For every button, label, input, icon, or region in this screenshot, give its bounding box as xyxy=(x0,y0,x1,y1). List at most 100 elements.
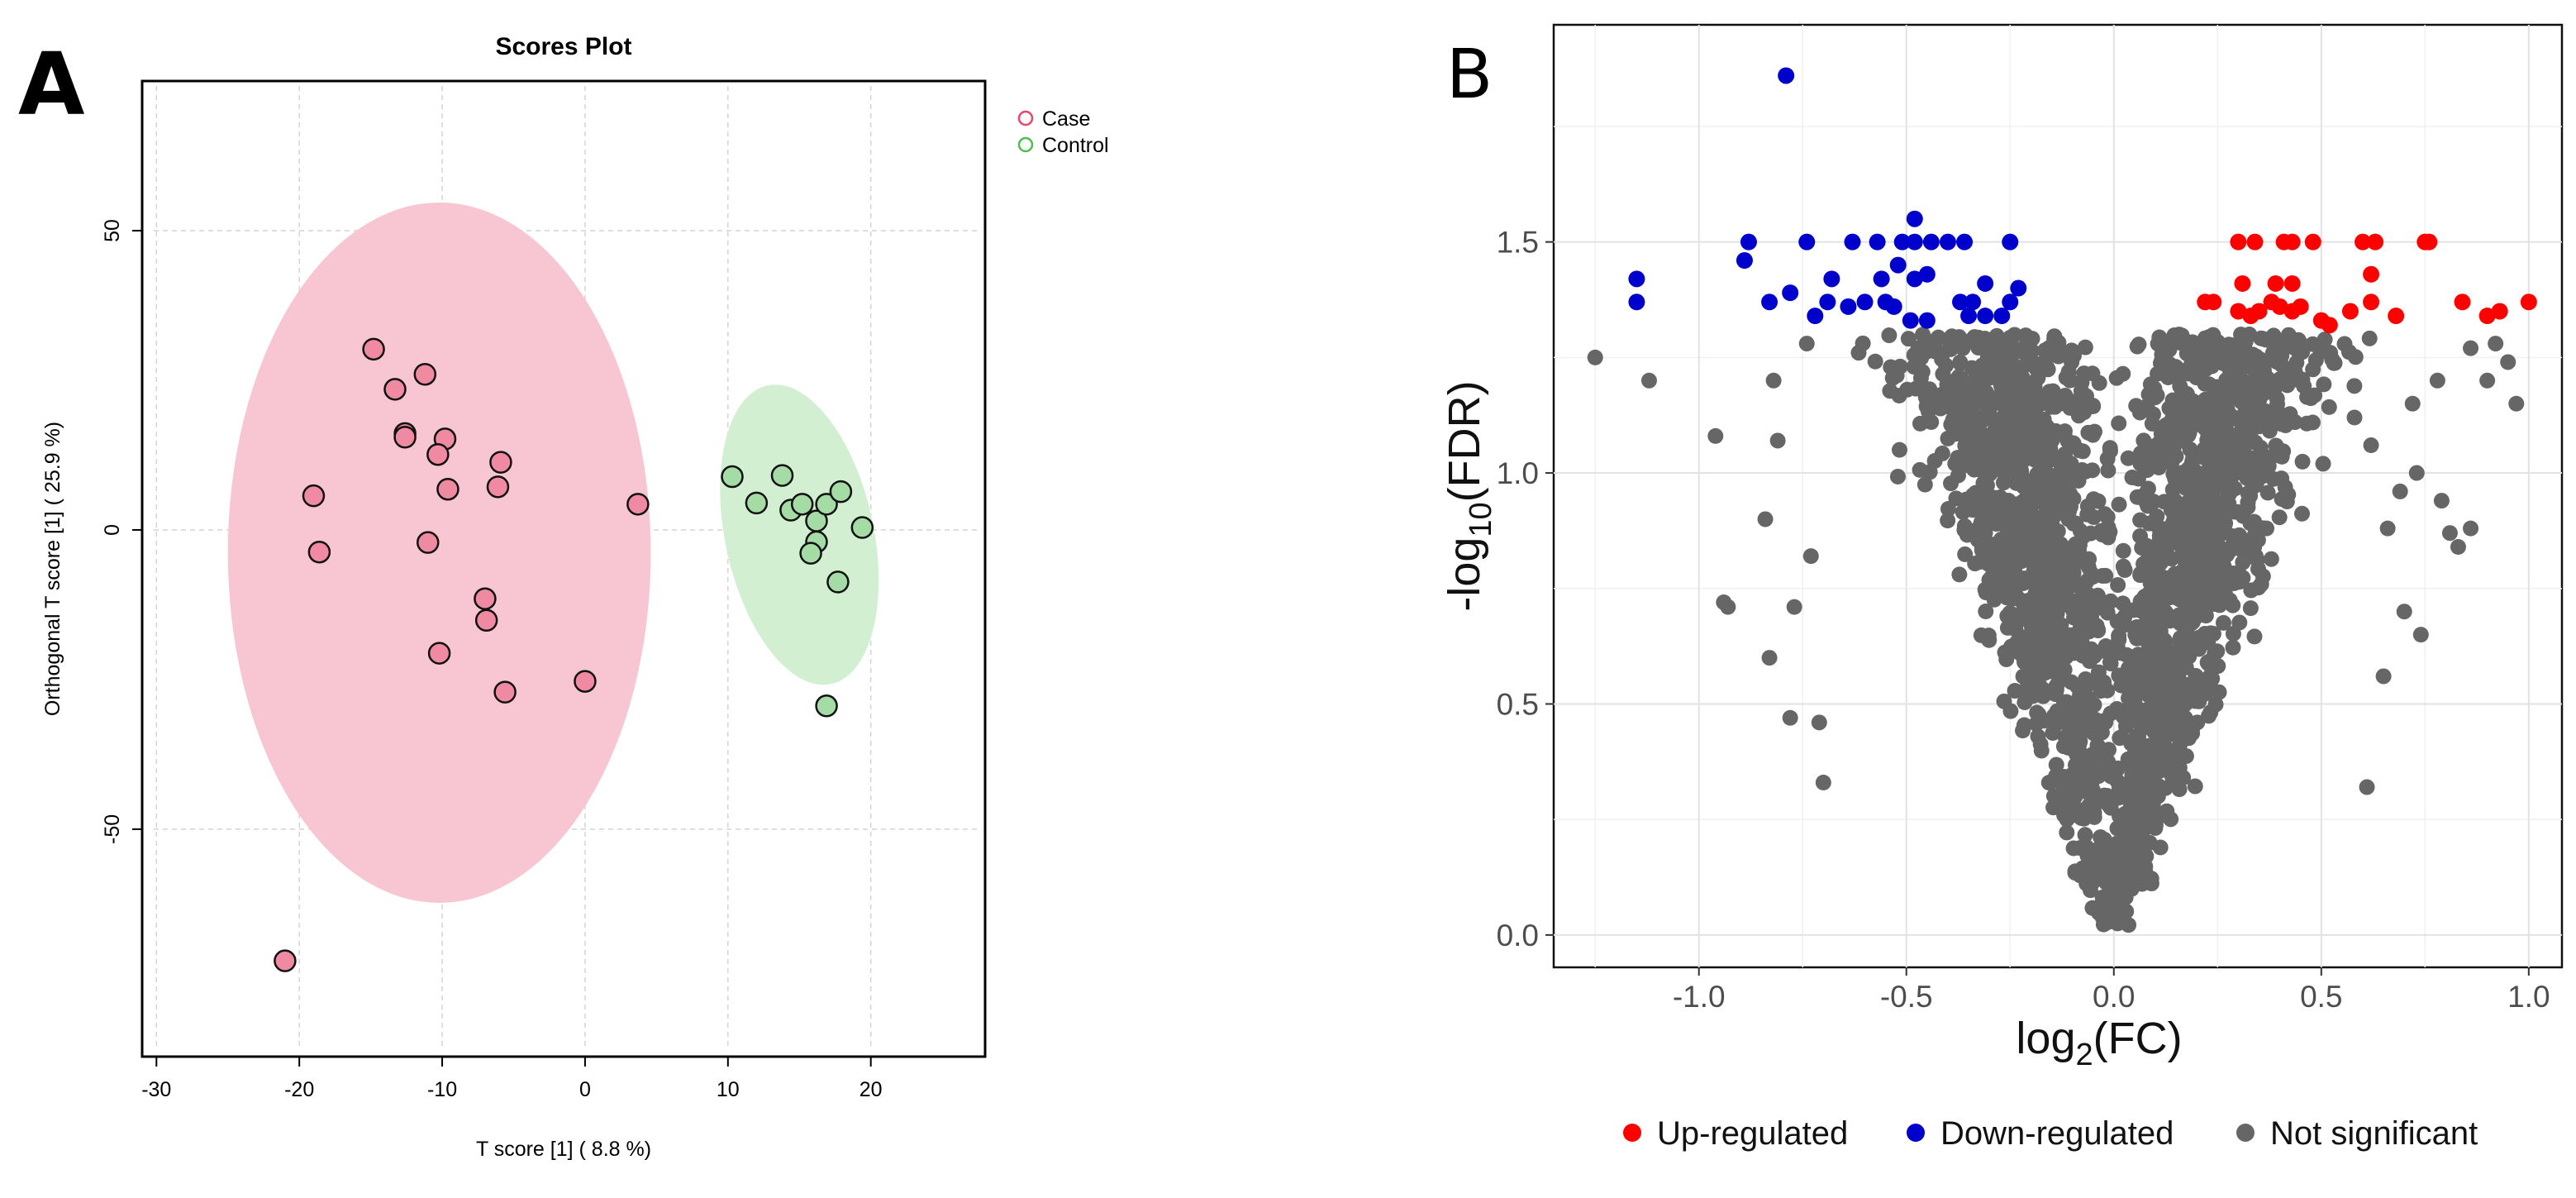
volcano-point-not-significant xyxy=(2200,634,2217,651)
volcano-point-not-significant xyxy=(1889,468,1906,484)
volcano-point-not-significant xyxy=(2277,479,2293,495)
volcano-point-not-significant xyxy=(2321,399,2337,415)
legend-control-label: Control xyxy=(1042,134,1109,157)
x-tick-label: 1.0 xyxy=(2507,980,2550,1014)
volcano-point-not-significant xyxy=(2070,625,2087,642)
volcano-point-not-significant xyxy=(2065,394,2082,410)
volcano-point-down-regulated xyxy=(1869,233,1886,251)
volcano-point-not-significant xyxy=(2090,664,2107,680)
volcano-point-not-significant xyxy=(1882,383,1898,399)
scores-point-case xyxy=(574,670,597,693)
volcano-point-not-significant xyxy=(1918,391,1935,408)
volcano-point-not-significant xyxy=(1855,335,1871,351)
volcano-plot-x-ticks: -1.0 -0.5 0.0 0.5 1.0 xyxy=(1673,967,2550,1014)
volcano-point-not-significant xyxy=(2315,456,2331,472)
volcano-point-not-significant xyxy=(2056,704,2073,720)
volcano-point-not-significant xyxy=(2223,408,2240,424)
volcano-point-not-significant xyxy=(2361,330,2378,346)
scores-point-control xyxy=(770,464,794,487)
volcano-point-not-significant xyxy=(2026,379,2043,395)
volcano-point-not-significant xyxy=(2131,404,2148,421)
volcano-point-not-significant xyxy=(1891,441,1907,458)
volcano-point-not-significant xyxy=(2237,333,2254,350)
volcano-point-down-regulated xyxy=(1993,308,2011,325)
volcano-point-not-significant xyxy=(2225,639,2241,656)
legend-not-significant-marker xyxy=(2236,1124,2255,1142)
volcano-point-not-significant xyxy=(1928,332,1945,348)
volcano-point-not-significant xyxy=(2132,823,2149,840)
volcano-point-not-significant xyxy=(2488,336,2504,352)
volcano-point-not-significant xyxy=(2235,570,2251,586)
volcano-point-down-regulated xyxy=(1782,284,1799,302)
volcano-point-not-significant xyxy=(2039,532,2055,548)
x-tick-label: -30 xyxy=(141,1078,171,1101)
volcano-point-not-significant xyxy=(2015,723,2031,739)
volcano-point-not-significant xyxy=(1815,774,1831,790)
volcano-point-not-significant xyxy=(2172,615,2188,632)
volcano-point-not-significant xyxy=(2045,648,2061,665)
volcano-point-up-regulated xyxy=(2341,303,2359,320)
volcano-point-not-significant xyxy=(2064,342,2080,359)
volcano-point-not-significant xyxy=(2172,735,2188,752)
volcano-point-not-significant xyxy=(2176,428,2193,445)
scores-point-control xyxy=(826,570,850,594)
panel-b: B -1.0 -0.5 0.0 0.5 1.0 0.0 0.5 1.0 1.5 log2(FC… xyxy=(1440,23,2564,1152)
volcano-point-not-significant xyxy=(2145,406,2161,422)
volcano-point-down-regulated xyxy=(1977,308,1994,325)
volcano-point-not-significant xyxy=(2171,681,2188,698)
volcano-point-not-significant xyxy=(2217,338,2234,355)
volcano-point-not-significant xyxy=(1761,650,1778,666)
volcano-point-not-significant xyxy=(1881,327,1897,344)
volcano-point-not-significant xyxy=(2207,596,2223,613)
volcano-point-not-significant xyxy=(2173,548,2189,565)
volcano-point-not-significant xyxy=(2064,354,2080,370)
volcano-point-not-significant xyxy=(2040,775,2057,791)
volcano-point-down-regulated xyxy=(1902,312,1919,329)
volcano-point-not-significant xyxy=(2178,695,2194,712)
volcano-point-not-significant xyxy=(1977,395,1993,412)
volcano-point-not-significant xyxy=(1972,554,1988,570)
volcano-point-not-significant xyxy=(2224,527,2240,544)
volcano-point-not-significant xyxy=(1802,548,1819,565)
volcano-point-not-significant xyxy=(2205,327,2221,343)
volcano-point-not-significant xyxy=(2019,543,2036,560)
volcano-point-not-significant xyxy=(2120,450,2136,466)
volcano-point-up-regulated xyxy=(2363,294,2380,311)
volcano-point-not-significant xyxy=(2115,542,2131,559)
volcano-point-not-significant xyxy=(2201,708,2217,724)
volcano-point-not-significant xyxy=(2182,522,2198,538)
volcano-point-not-significant xyxy=(1935,365,1951,382)
volcano-point-not-significant xyxy=(2140,386,2157,403)
volcano-point-not-significant xyxy=(2429,372,2445,389)
scores-plot-y-ticks: -50 0 50 xyxy=(101,219,142,844)
volcano-point-down-regulated xyxy=(1840,298,1857,315)
volcano-point-not-significant xyxy=(2245,413,2262,430)
x-tick-label: -1.0 xyxy=(1673,980,1726,1014)
volcano-point-down-regulated xyxy=(1918,265,1936,283)
volcano-point-not-significant xyxy=(2211,577,2227,594)
volcano-point-not-significant xyxy=(2085,764,2102,780)
volcano-point-not-significant xyxy=(2255,377,2272,394)
volcano-point-up-regulated xyxy=(2205,294,2222,311)
volcano-point-not-significant xyxy=(2014,414,2031,431)
volcano-point-not-significant xyxy=(2396,604,2412,620)
volcano-point-not-significant xyxy=(2326,355,2343,371)
volcano-point-not-significant xyxy=(2102,656,2119,672)
volcano-point-not-significant xyxy=(1917,476,1933,493)
volcano-point-down-regulated xyxy=(1918,312,1936,329)
volcano-point-not-significant xyxy=(2145,494,2162,510)
volcano-point-not-significant xyxy=(2078,801,2095,818)
volcano-point-not-significant xyxy=(2002,354,2018,370)
volcano-point-not-significant xyxy=(2305,361,2321,378)
scores-point-case xyxy=(417,531,440,554)
volcano-point-not-significant xyxy=(2133,603,2150,619)
volcano-point-not-significant xyxy=(2151,718,2168,734)
volcano-point-not-significant xyxy=(2272,446,2288,463)
volcano-point-not-significant xyxy=(2146,653,2163,670)
volcano-point-up-regulated xyxy=(2234,274,2251,292)
volcano-point-down-regulated xyxy=(1977,274,1994,292)
volcano-point-not-significant xyxy=(2185,597,2202,613)
volcano-point-up-regulated xyxy=(2230,233,2247,251)
volcano-point-not-significant xyxy=(1786,599,1802,615)
